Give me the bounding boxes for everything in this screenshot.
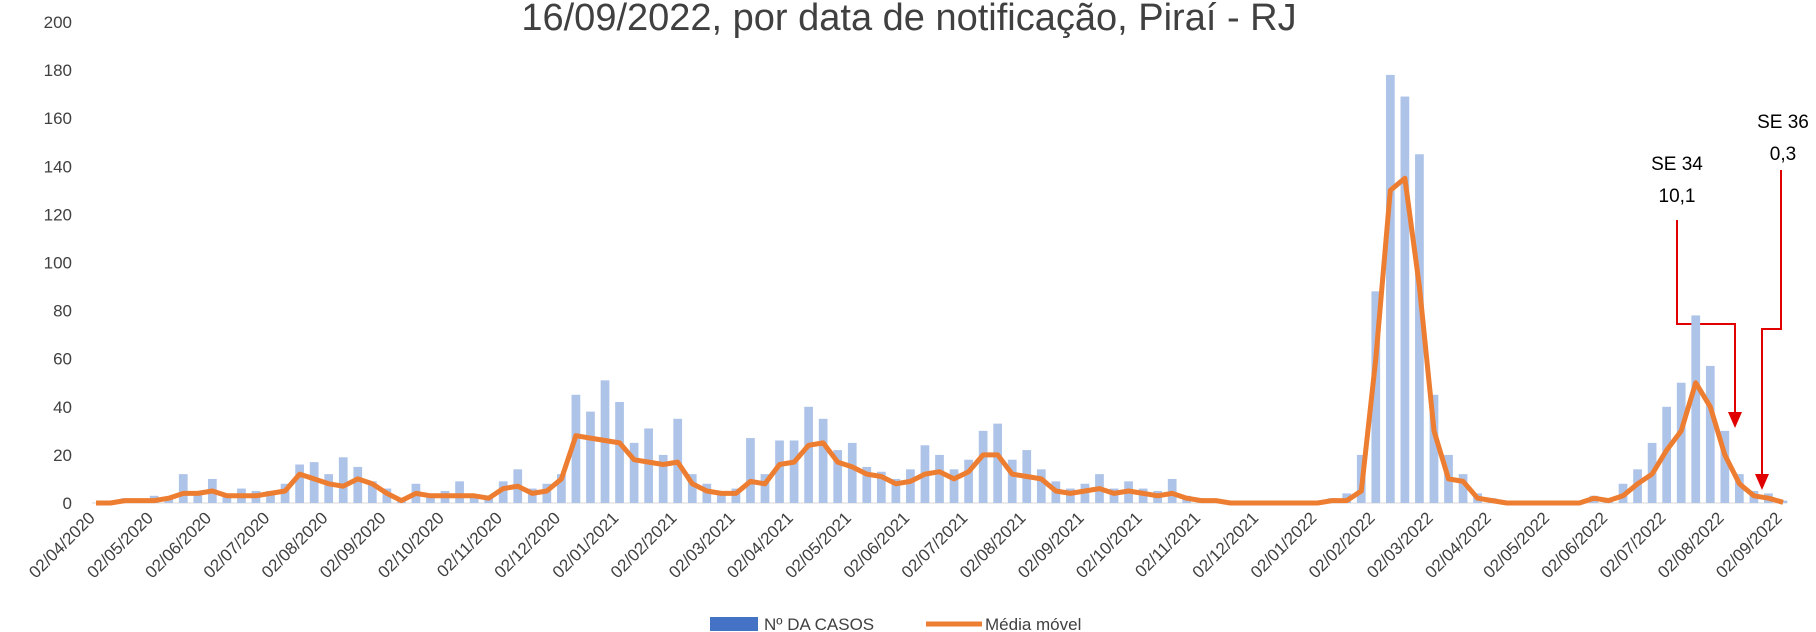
bar <box>367 481 377 503</box>
line <box>96 175 1784 506</box>
bar <box>847 442 857 503</box>
bar <box>1036 469 1046 503</box>
bar <box>338 457 348 503</box>
legend-label: Nº DA CASOS <box>764 615 874 632</box>
y-tick-label: 100 <box>44 254 72 273</box>
bar <box>906 469 915 503</box>
y-tick-label: 180 <box>44 61 72 80</box>
annotation-text: SE 36 <box>1757 112 1809 133</box>
bar <box>1400 96 1410 504</box>
bar <box>891 478 901 503</box>
y-tick-label: 20 <box>53 446 72 465</box>
y-tick-label: 120 <box>44 205 72 224</box>
annotation-text: 10,1 <box>1659 186 1696 207</box>
bar <box>295 464 304 503</box>
bar <box>876 471 886 503</box>
bar <box>978 430 988 503</box>
legend-swatch <box>710 617 758 631</box>
bar <box>615 401 624 503</box>
bar <box>644 428 654 503</box>
bar <box>949 469 959 503</box>
annotation-se36: SE 36 0,3 <box>1755 112 1809 490</box>
bar <box>353 466 363 503</box>
bar <box>687 474 697 503</box>
bar <box>658 454 668 503</box>
y-tick-label: 40 <box>53 398 72 417</box>
annotation-arrow <box>1676 220 1736 412</box>
y-tick-label: 80 <box>53 302 72 321</box>
y-tick-label: 200 <box>44 13 72 32</box>
bar <box>818 418 828 503</box>
bar <box>1415 154 1424 503</box>
bar <box>629 442 639 503</box>
arrow-head <box>1755 474 1769 490</box>
bar <box>862 466 872 503</box>
bar <box>1007 459 1017 503</box>
y-tick-label: 60 <box>53 350 72 369</box>
bar <box>1720 430 1730 503</box>
bar <box>557 474 566 503</box>
bar <box>1429 394 1439 503</box>
chart-title: 16/09/2022, por data de notificação, Pir… <box>521 0 1296 39</box>
bar <box>266 490 275 503</box>
bar <box>309 462 319 503</box>
bar <box>178 474 188 503</box>
bar <box>455 481 464 503</box>
bar <box>193 490 203 503</box>
bar <box>935 454 944 503</box>
y-tick-label: 140 <box>44 157 72 176</box>
bar <box>498 481 508 503</box>
bar <box>804 406 813 503</box>
bar <box>833 450 843 503</box>
bar <box>1371 291 1381 503</box>
y-tick-label: 160 <box>44 109 72 128</box>
bar <box>1705 365 1715 503</box>
annotation-se34: SE 34 10,1 <box>1651 154 1742 428</box>
bar <box>1458 474 1468 503</box>
annotation-arrow <box>1761 170 1782 474</box>
bar <box>964 459 973 503</box>
bar <box>1691 315 1701 503</box>
bar <box>789 440 799 503</box>
bar <box>760 474 770 503</box>
bar <box>716 490 726 503</box>
bar <box>571 394 581 503</box>
bar <box>993 423 1003 503</box>
bar <box>586 411 595 503</box>
bar <box>746 438 755 503</box>
bar <box>1676 382 1686 503</box>
annotation-text: SE 34 <box>1651 154 1703 175</box>
bar <box>469 495 479 503</box>
arrow-head <box>1728 412 1742 428</box>
y-tick-label: 0 <box>63 494 72 513</box>
bar <box>1385 74 1395 503</box>
legend-label: Média móvel <box>985 615 1081 632</box>
bar <box>775 440 784 503</box>
annotation-text: 0,3 <box>1770 144 1796 165</box>
bar <box>324 474 334 503</box>
bar <box>1735 474 1744 503</box>
